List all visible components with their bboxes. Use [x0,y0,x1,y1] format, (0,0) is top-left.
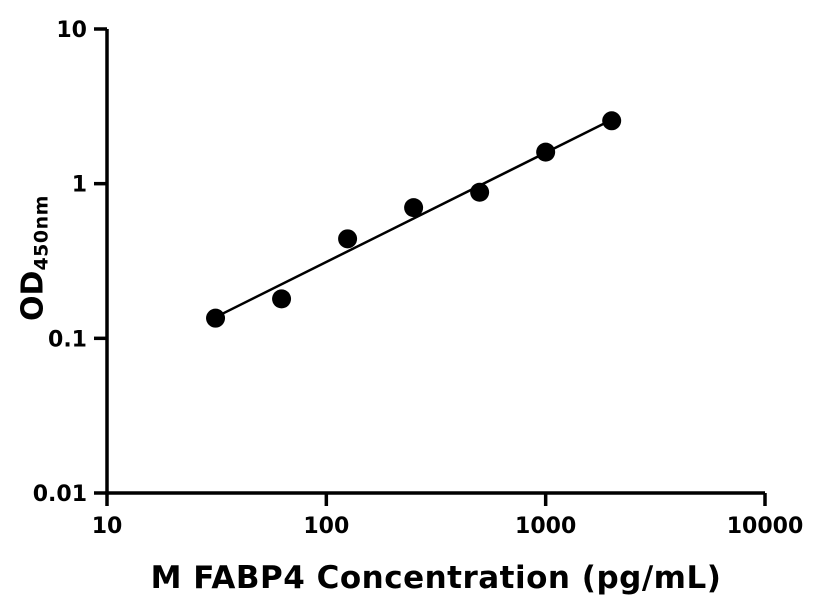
data-point [206,308,226,328]
x-tick-label: 100 [303,514,349,539]
y-axis-title: OD450nm [16,195,53,321]
y-tick-label: 0.01 [33,482,87,507]
data-point [602,111,622,131]
x-tick-label: 10000 [727,514,804,539]
x-tick-label: 1000 [515,514,576,539]
y-axis-title-subscript: 450nm [30,195,53,271]
y-tick-label: 1 [72,173,87,198]
data-point [272,289,292,309]
data-point [338,229,358,249]
y-axis-title-main: OD [15,270,51,321]
x-tick-label: 10 [92,514,123,539]
data-point [470,182,490,202]
x-axis-title: M FABP4 Concentration (pg/mL) [150,560,722,596]
y-tick-label: 0.1 [48,327,87,352]
y-tick-label: 10 [56,18,87,43]
data-point [536,142,556,162]
data-point [404,198,424,218]
